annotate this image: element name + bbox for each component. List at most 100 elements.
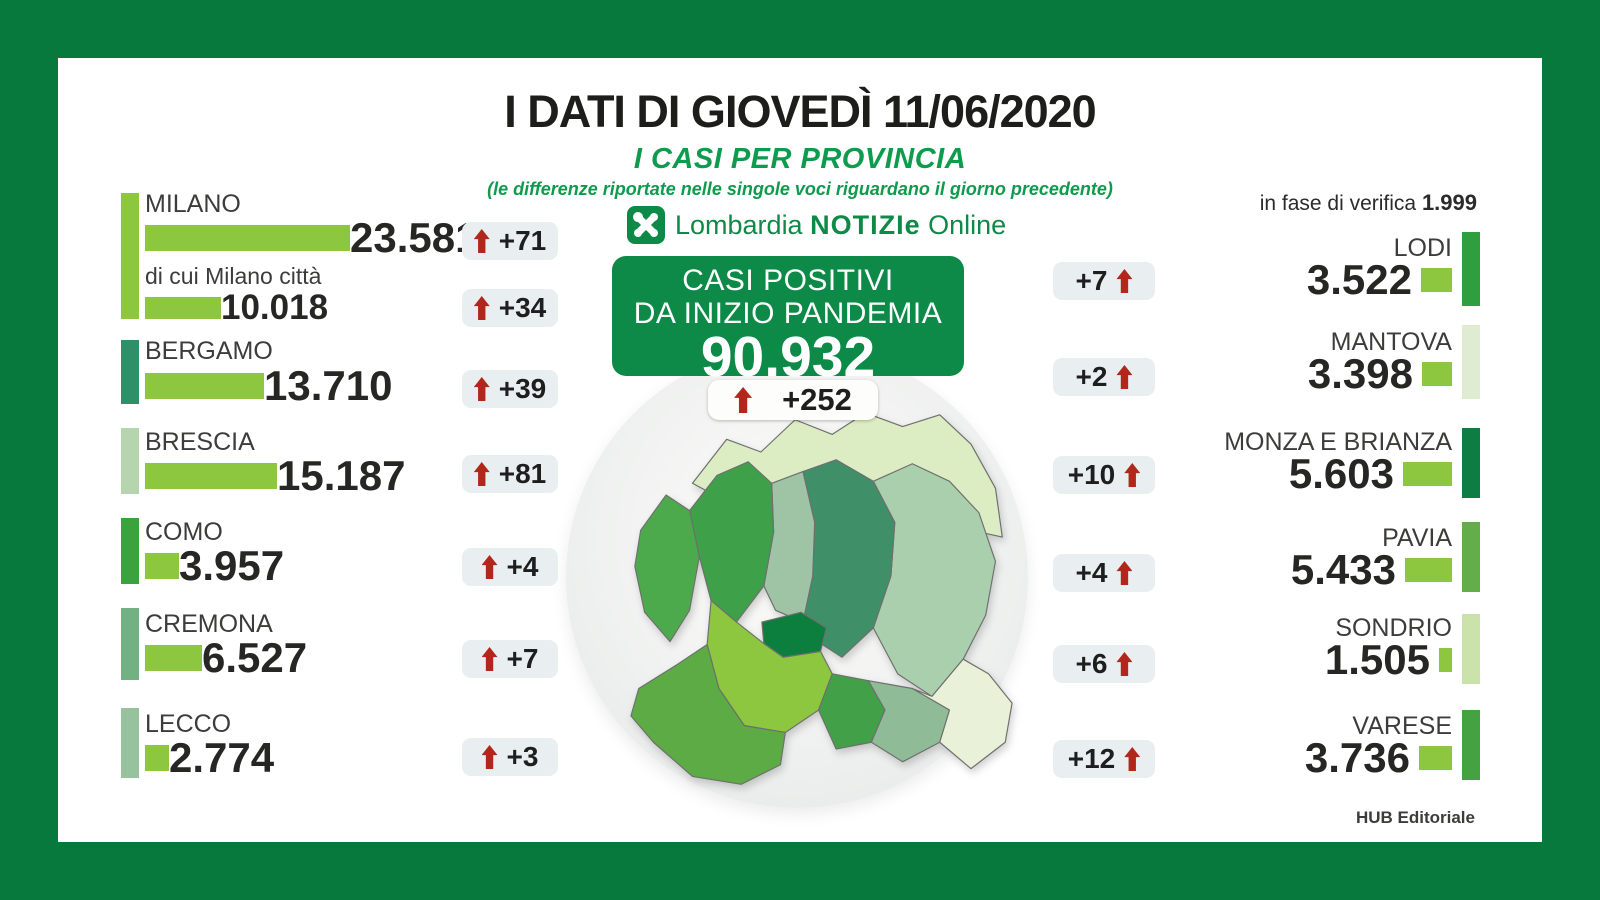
value-bar-milano	[145, 225, 350, 251]
value-bar-cremona	[145, 645, 202, 671]
province-label-milano: MILANO	[145, 190, 241, 218]
up-arrow-icon	[481, 745, 498, 769]
verification-counter: in fase di verifica 1.999	[1260, 190, 1477, 216]
logo-word-notizie: NOTIZIe	[810, 209, 921, 240]
delta-value-lecco: +3	[506, 741, 539, 772]
province-value-brescia: 15.187	[277, 452, 406, 499]
delta-pill-milano-citta: +34	[462, 289, 558, 327]
rosa-camuna-icon	[627, 206, 665, 244]
logo-word-online: Online	[928, 209, 1007, 240]
delta-value-pavia: +4	[1075, 557, 1108, 588]
verification-value: 1.999	[1421, 190, 1477, 215]
accent-bar-pavia	[1462, 522, 1480, 592]
province-row-milano-citta: 10.018	[145, 290, 328, 326]
province-value-lodi: 3.522	[1306, 256, 1412, 303]
province-row-varese: 3.736	[1304, 734, 1452, 781]
value-bar-pavia	[1405, 558, 1452, 582]
delta-value-bergamo: +39	[498, 373, 547, 404]
accent-bar-lodi	[1462, 232, 1480, 306]
province-row-monza: 5.603	[1288, 450, 1452, 497]
accent-bar-lecco	[121, 708, 139, 778]
map-region-pavia	[630, 643, 786, 785]
delta-value-brescia: +81	[498, 458, 547, 489]
map-region-varese	[634, 494, 700, 643]
accent-bar-milano	[121, 193, 139, 319]
lombardy-choropleth-map	[630, 412, 1013, 785]
province-value-bergamo: 13.710	[264, 362, 393, 409]
province-label-milano-citta: di cui Milano città	[145, 263, 322, 289]
province-value-milano-citta: 10.018	[221, 288, 329, 327]
delta-value-como: +4	[506, 551, 539, 582]
total-cases-box: CASI POSITIVI DA INIZIO PANDEMIA 90.932	[612, 256, 964, 386]
up-arrow-icon	[1124, 463, 1141, 487]
up-arrow-icon	[473, 229, 490, 253]
logo-wordmark: Lombardia NOTIZIe Online	[675, 210, 1006, 241]
province-row-mantova: 3.398	[1307, 350, 1452, 397]
accent-bar-brescia	[121, 428, 139, 494]
logo-word-lombardia: Lombardia	[675, 209, 803, 240]
delta-pill-varese: +12	[1053, 740, 1155, 778]
map-region-monza	[761, 611, 827, 658]
page-title: I DATI DI GIOVEDÌ 11/06/2020	[504, 86, 1096, 137]
delta-pill-mantova: +2	[1053, 358, 1155, 396]
province-row-bergamo: 13.710	[145, 362, 393, 409]
province-row-pavia: 5.433	[1290, 546, 1452, 593]
value-bar-mantova	[1422, 362, 1452, 386]
up-arrow-icon	[1116, 561, 1133, 585]
accent-bar-monza	[1462, 428, 1480, 498]
delta-value-mantova: +2	[1075, 361, 1108, 392]
delta-pill-lodi: +7	[1053, 262, 1155, 300]
province-label-lodi: LODI	[1393, 234, 1452, 262]
province-value-como: 3.957	[179, 542, 285, 589]
accent-bar-como	[121, 518, 139, 584]
up-arrow-icon	[1124, 747, 1141, 771]
province-value-cremona: 6.527	[202, 634, 308, 681]
province-row-lodi: 3.522	[1306, 256, 1452, 303]
province-label-como: COMO	[145, 518, 223, 546]
delta-pill-pavia: +4	[1053, 554, 1155, 592]
delta-pill-sondrio: +6	[1053, 645, 1155, 683]
delta-value-lodi: +7	[1075, 265, 1108, 296]
up-arrow-icon	[473, 462, 490, 486]
value-bar-monza	[1403, 462, 1452, 486]
delta-pill-cremona: +7	[462, 640, 558, 678]
province-value-monza: 5.603	[1288, 450, 1394, 497]
province-label-varese: VARESE	[1352, 712, 1452, 740]
province-value-varese: 3.736	[1304, 734, 1410, 781]
province-label-sondrio: SONDRIO	[1335, 614, 1452, 642]
province-label-brescia: BRESCIA	[145, 428, 255, 456]
up-arrow-icon	[1116, 269, 1133, 293]
total-value: 90.932	[700, 325, 876, 389]
province-value-mantova: 3.398	[1307, 350, 1413, 397]
lombardia-notizie-logo: Lombardia NOTIZIe Online	[627, 206, 1006, 244]
delta-value-milano: +71	[498, 225, 547, 256]
delta-pill-milano: +71	[462, 222, 558, 260]
value-bar-lodi	[1421, 268, 1452, 292]
value-bar-varese	[1419, 746, 1452, 770]
header-note: (le differenze riportate nelle singole v…	[487, 179, 1113, 199]
verification-label: in fase di verifica	[1259, 192, 1417, 215]
province-value-milano: 23.581	[350, 214, 479, 261]
delta-pill-como: +4	[462, 548, 558, 586]
province-value-pavia: 5.433	[1290, 546, 1396, 593]
up-arrow-icon	[1116, 365, 1133, 389]
map-region-mantova	[911, 658, 1013, 770]
province-label-cremona: CREMONA	[145, 610, 273, 638]
up-arrow-icon	[734, 387, 753, 413]
province-row-milano: 23.581	[145, 214, 479, 261]
accent-bar-mantova	[1462, 325, 1480, 399]
delta-pill-lecco: +3	[462, 738, 558, 776]
value-bar-milano-citta	[145, 297, 221, 319]
page-subtitle: I CASI PER PROVINCIA	[633, 143, 967, 175]
total-label-line2: DA INIZIO PANDEMIA	[633, 297, 943, 330]
province-row-cremona: 6.527	[145, 634, 308, 681]
province-value-lecco: 2.774	[169, 734, 275, 781]
up-arrow-icon	[473, 296, 490, 320]
province-row-brescia: 15.187	[145, 452, 406, 499]
total-label-line1: CASI POSITIVI	[682, 264, 894, 297]
up-arrow-icon	[481, 647, 498, 671]
delta-pill-brescia: +81	[462, 455, 558, 493]
delta-pill-bergamo: +39	[462, 370, 558, 408]
province-label-monza: MONZA E BRIANZA	[1224, 428, 1452, 456]
